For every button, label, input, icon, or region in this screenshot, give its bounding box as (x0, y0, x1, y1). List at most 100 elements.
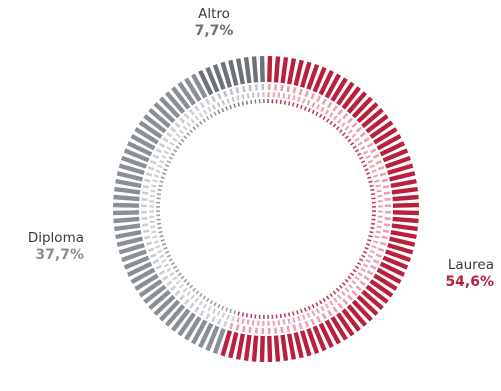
tick-diploma-ring3 (169, 141, 175, 147)
tick-diploma-ring4 (186, 132, 191, 137)
tick-laurea-ring4 (368, 180, 373, 183)
tick-laurea-ring1 (384, 249, 411, 263)
tick-diploma-ring3 (159, 254, 165, 259)
tick-diploma-ring3 (153, 240, 160, 244)
tick-laurea-ring3 (328, 112, 334, 118)
tick-laurea-ring4 (307, 305, 311, 311)
tick-laurea-ring2 (321, 98, 327, 106)
tick-altro-ring4 (241, 101, 245, 106)
tick-diploma-ring4 (157, 188, 162, 192)
tick-diploma-ring2 (147, 166, 155, 171)
tick-diploma-ring3 (198, 300, 204, 306)
tick-laurea-ring1 (251, 335, 259, 362)
tick-laurea-ring3 (311, 102, 316, 108)
tick-laurea-ring1 (280, 334, 289, 361)
tick-diploma-ring4 (202, 295, 207, 300)
tick-laurea-ring2 (372, 259, 380, 264)
tick-laurea-ring4 (296, 103, 299, 108)
tick-laurea-ring4 (364, 168, 369, 172)
tick-laurea-ring4 (245, 313, 249, 318)
tick-diploma-ring3 (231, 315, 235, 322)
tick-laurea-ring4 (370, 222, 376, 225)
tick-laurea-ring4 (325, 295, 330, 300)
tick-altro-ring1 (212, 64, 226, 91)
tick-diploma-ring3 (150, 189, 156, 193)
tick-laurea-ring3 (354, 276, 360, 281)
tick-diploma-ring3 (186, 121, 192, 128)
tick-laurea-ring1 (382, 255, 409, 270)
tick-diploma-ring4 (221, 305, 225, 311)
tick-laurea-ring1 (228, 331, 239, 359)
tick-laurea-ring1 (273, 56, 281, 83)
tick-laurea-ring1 (330, 316, 348, 341)
tick-diploma-ring4 (177, 272, 182, 276)
tick-diploma-ring4 (175, 268, 180, 273)
tick-laurea-ring3 (282, 319, 286, 325)
tick-diploma-ring4 (157, 226, 162, 230)
tick-laurea-ring2 (377, 166, 385, 171)
label-laurea-value: 54,6% (445, 273, 494, 290)
tick-diploma-ring4 (195, 290, 200, 295)
tick-laurea-ring4 (250, 313, 253, 319)
tick-altro-ring3 (211, 104, 217, 110)
tick-laurea-ring3 (287, 94, 291, 100)
tick-laurea-ring1 (336, 81, 355, 106)
tick-diploma-ring1 (123, 148, 150, 163)
tick-diploma-ring4 (199, 120, 203, 125)
tick-diploma-ring4 (170, 261, 175, 266)
tick-altro-ring3 (241, 94, 245, 100)
tick-diploma-ring2 (158, 270, 166, 276)
tick-laurea-ring3 (344, 125, 350, 131)
tick-laurea-ring3 (324, 303, 330, 309)
tick-diploma-ring1 (191, 73, 208, 99)
tick-laurea-ring1 (382, 148, 409, 163)
tick-laurea-ring1 (346, 91, 368, 114)
tick-diploma-ring4 (209, 113, 214, 118)
tick-diploma-ring2 (205, 98, 211, 106)
tick-laurea-ring3 (297, 315, 301, 322)
tick-diploma-ring3 (198, 112, 204, 118)
tick-laurea-ring2 (298, 88, 303, 96)
tick-diploma-ring1 (116, 171, 144, 182)
tick-laurea-ring4 (350, 272, 355, 276)
tick-laurea-ring3 (236, 317, 240, 323)
tick-altro-ring1 (259, 55, 265, 83)
tick-laurea-ring4 (283, 313, 287, 318)
tick-diploma-ring2 (174, 122, 181, 129)
tick-diploma-ring3 (194, 297, 199, 303)
tick-diploma-ring1 (118, 242, 145, 255)
tick-laurea-ring2 (241, 325, 246, 333)
tick-laurea-ring1 (351, 299, 373, 322)
tick-laurea-ring2 (248, 326, 252, 334)
tick-laurea-ring3 (376, 189, 382, 193)
tick-laurea-ring1 (293, 59, 304, 87)
tick-laurea-ring2 (383, 191, 391, 195)
tick-laurea-ring4 (292, 102, 295, 107)
tick-diploma-ring4 (177, 142, 182, 146)
tick-altro-ring2 (216, 93, 222, 100)
tick-diploma-ring2 (144, 235, 151, 240)
tick-diploma-ring2 (162, 275, 169, 281)
tick-laurea-ring4 (357, 152, 362, 157)
tick-diploma-ring4 (172, 149, 178, 153)
tick-laurea-ring3 (354, 137, 360, 142)
tick-diploma-ring4 (160, 176, 165, 179)
tick-laurea-ring1 (390, 178, 417, 189)
tick-diploma-ring2 (170, 126, 177, 133)
tick-diploma-ring3 (207, 106, 212, 113)
tick-diploma-ring1 (123, 255, 150, 270)
tick-diploma-ring2 (142, 184, 150, 189)
tick-diploma-ring1 (115, 178, 142, 189)
tick-laurea-ring3 (362, 263, 369, 268)
tick-laurea-ring4 (318, 300, 323, 305)
tick-diploma-ring1 (153, 102, 176, 124)
tick-diploma-ring1 (113, 194, 140, 202)
tick-diploma-ring2 (183, 113, 190, 120)
tick-altro-ring4 (245, 100, 249, 105)
tick-laurea-ring3 (277, 92, 281, 98)
tick-laurea-ring1 (392, 194, 419, 202)
tick-laurea-ring3 (347, 129, 354, 135)
tick-diploma-ring3 (190, 294, 195, 300)
tick-diploma-ring2 (150, 159, 157, 165)
tick-laurea-ring1 (361, 107, 384, 129)
